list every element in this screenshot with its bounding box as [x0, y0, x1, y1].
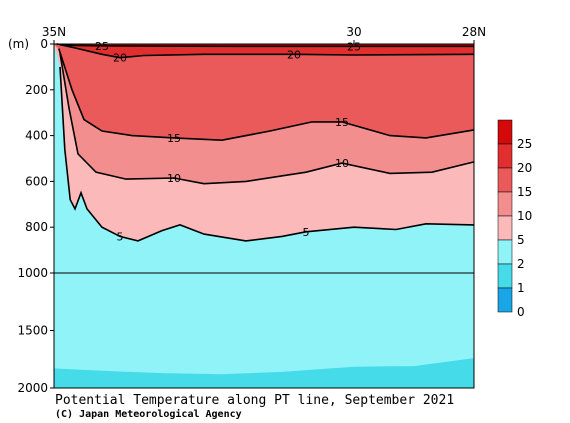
y-tick-label: 800 [25, 220, 48, 234]
colorbar-segment [497, 263, 513, 289]
colorbar-segment [497, 191, 513, 217]
plot-ticks: 35N 30 28N 0 200 400 600 800 1000 1500 2000 [17, 25, 486, 395]
colorbar-segment [497, 215, 513, 241]
colorbar-label: 0 [517, 305, 525, 319]
colorbar-label: 25 [517, 137, 532, 151]
colorbar-label: 20 [517, 161, 532, 175]
colorbar-label: 2 [517, 257, 525, 271]
colorbar-label: 15 [517, 185, 532, 199]
contour-label-10: 10 [167, 172, 181, 185]
y-tick-label: 1500 [17, 324, 48, 338]
plot-fill-bands [54, 44, 474, 388]
plot-frame [53, 43, 475, 389]
contour-line-20 [56, 43, 475, 59]
x-tick-label: 35N [42, 25, 66, 39]
y-tick-label: 1000 [17, 266, 48, 280]
x-tick-label: 30 [346, 25, 361, 39]
chart-credit: (C) Japan Meteorological Agency [55, 408, 242, 420]
fill-band-deep [54, 358, 474, 388]
colorbar-label: 1 [517, 281, 525, 295]
y-tick-label: 400 [25, 129, 48, 143]
colorbar-label: 5 [517, 233, 525, 247]
colorbar-segment [497, 119, 513, 145]
colorbar-segment [497, 287, 513, 313]
contour-line-15 [58, 48, 475, 142]
contour-line-5 [59, 66, 475, 242]
contour-label-10: 10 [335, 157, 349, 170]
chart-title: Potential Temperature along PT line, Sep… [55, 393, 454, 408]
contour-line-10 [59, 53, 475, 185]
y-axis-unit-label: (m) [8, 37, 29, 51]
contour-label-15: 15 [335, 116, 349, 129]
colorbar-segment [497, 239, 513, 265]
contour-label-15: 15 [167, 132, 181, 145]
colorbar-label: 10 [517, 209, 532, 223]
contour-label-25: 25 [95, 40, 109, 53]
contour-label-20: 20 [287, 48, 301, 61]
y-tick-label: 0 [40, 37, 48, 51]
plot-axes [53, 43, 475, 389]
colorbar-segment [497, 143, 513, 169]
y-tick-label: 2000 [17, 381, 48, 395]
y-tick-label: 200 [25, 83, 48, 97]
contour-line-25 [56, 43, 474, 48]
contour-label-20: 20 [113, 52, 127, 65]
colorbar-segment [497, 167, 513, 193]
contour-label-5: 5 [117, 230, 124, 243]
y-tick-label: 600 [25, 174, 48, 188]
contour-label-5: 5 [303, 226, 310, 239]
x-tick-label: 28N [462, 25, 486, 39]
fill-band-15-20 [54, 44, 474, 141]
